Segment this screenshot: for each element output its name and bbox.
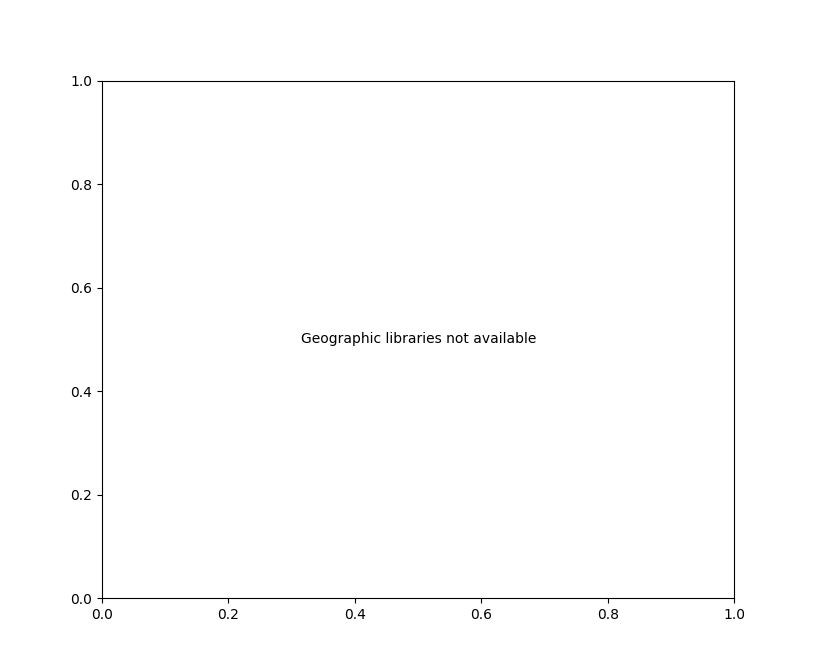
Text: Geographic libraries not available: Geographic libraries not available [300, 333, 536, 346]
